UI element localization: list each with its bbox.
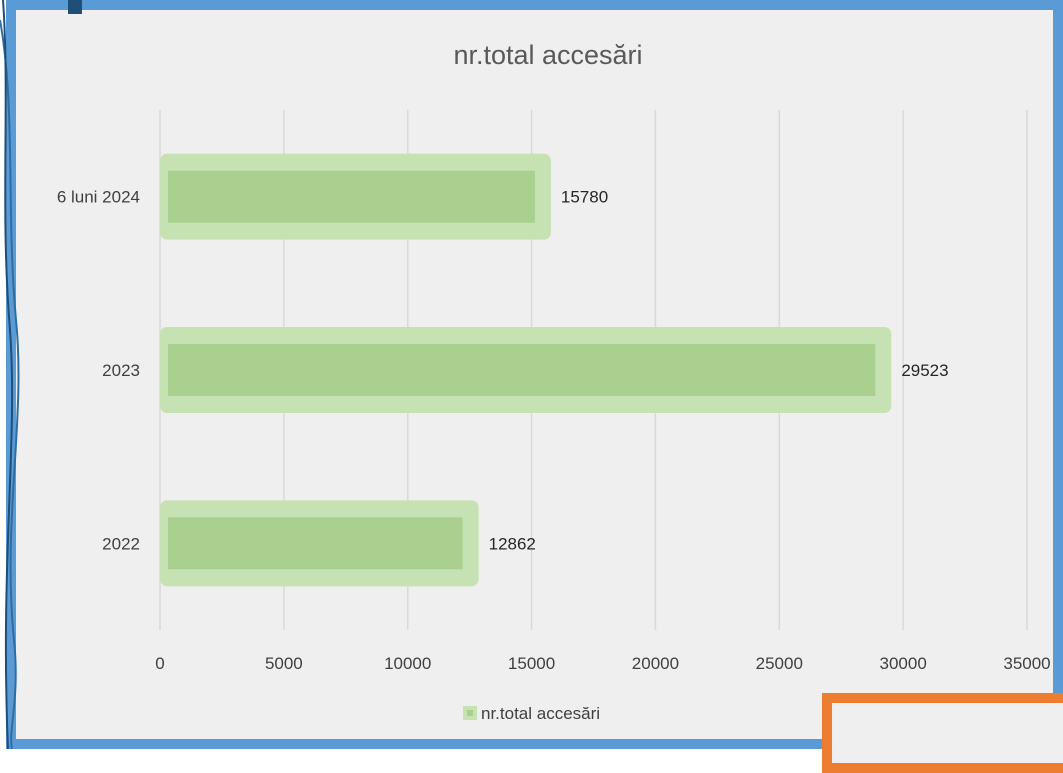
x-tick-label: 35000 — [1003, 654, 1050, 673]
y-axis-category-labels: 2022 2023 6 luni 2024 — [57, 188, 140, 554]
y-category-label: 6 luni 2024 — [57, 188, 140, 207]
x-axis-tick-labels: 0 5000 10000 15000 20000 25000 30000 35000 — [155, 654, 1050, 673]
data-label: 15780 — [561, 188, 608, 207]
bar — [168, 517, 463, 570]
y-category-label: 2023 — [102, 361, 140, 380]
bar — [168, 170, 535, 223]
x-tick-label: 15000 — [508, 654, 555, 673]
bars — [160, 153, 892, 587]
bar — [168, 344, 876, 396]
data-labels: 12862 29523 15780 — [489, 188, 949, 554]
data-label: 12862 — [489, 534, 536, 553]
decorative-swirl-lines — [0, 0, 82, 749]
x-tick-label: 0 — [155, 654, 164, 673]
orange-outline-box — [822, 693, 1063, 773]
x-tick-label: 30000 — [880, 654, 927, 673]
x-tick-label: 10000 — [384, 654, 431, 673]
legend-swatch-inner — [467, 710, 473, 716]
x-tick-label: 20000 — [632, 654, 679, 673]
legend-label: nr.total accesări — [481, 704, 600, 723]
bar-chart: nr.total accesări 0 5000 10000 15000 20000 25… — [57, 40, 1051, 723]
x-tick-label: 25000 — [756, 654, 803, 673]
chart-title: nr.total accesări — [453, 40, 642, 70]
y-category-label: 2022 — [102, 534, 140, 553]
data-label: 29523 — [901, 361, 948, 380]
legend: nr.total accesări — [463, 704, 600, 723]
x-tick-label: 5000 — [265, 654, 303, 673]
